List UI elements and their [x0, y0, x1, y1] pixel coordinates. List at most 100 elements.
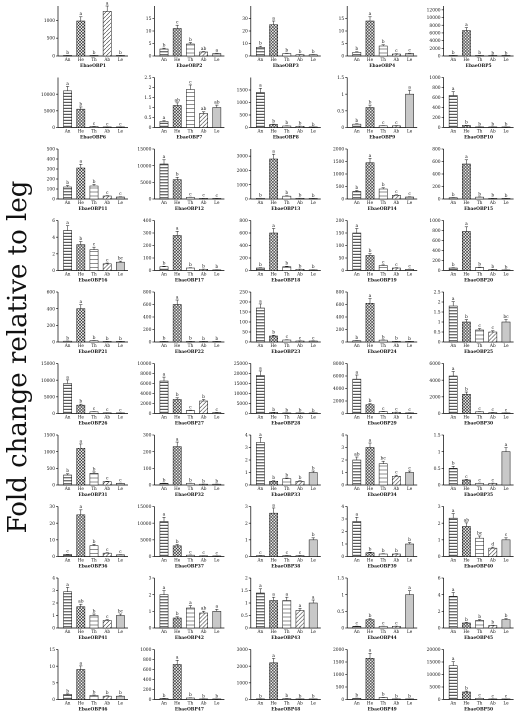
- y-tick-label: 20000: [234, 372, 248, 377]
- y-tick-label: 1500: [333, 160, 344, 165]
- significance-letter: b: [93, 336, 96, 341]
- y-tick-label: 6000: [429, 362, 440, 367]
- y-tick-label: 1500: [333, 661, 344, 666]
- chart-panel: 0 1 2 3 4 a An b He b Th b Ab b Le EbaeOBP33: [245, 433, 321, 498]
- significance-letter: a: [66, 375, 69, 380]
- y-tick-label: 50: [339, 257, 345, 262]
- gene-title: EbaeOBP16: [78, 279, 107, 284]
- y-tick-label: 600: [336, 303, 345, 308]
- significance-letter: a: [299, 604, 302, 609]
- y-tick-label: 400: [143, 316, 152, 321]
- x-tick-label: Le: [503, 343, 509, 348]
- gene-title: EbaeOBP50: [464, 708, 493, 713]
- y-tick-label: 400: [432, 106, 441, 111]
- x-tick-label: Ab: [393, 272, 400, 277]
- x-tick-label: Ab: [103, 415, 110, 420]
- chart-panel: 0 50 100 150 200 a An b He c Th c Ab c Le EbaeOBP19: [336, 219, 418, 284]
- significance-letter: b: [202, 265, 205, 270]
- significance-letter: b: [478, 615, 481, 620]
- chart-panel: 0 2 4 6 a An b He b Th b Ab b Le EbaeOBP45: [438, 577, 514, 641]
- bar: [159, 48, 169, 57]
- y-tick-label: 15000: [137, 148, 151, 153]
- chart-panel: 0 1 2 3 4 a An ab He b Th c Ab bc Le EbaeOBP41: [52, 577, 128, 641]
- x-tick-label: Ab: [296, 57, 303, 62]
- x-tick-label: Th: [380, 558, 386, 563]
- y-tick-label: 200: [143, 688, 152, 693]
- x-tick-label: An: [64, 129, 71, 134]
- bar: [269, 158, 278, 200]
- y-tick-label: 4000: [429, 379, 440, 384]
- significance-letter: b: [369, 548, 372, 553]
- x-tick-label: Le: [503, 701, 509, 706]
- bar: [116, 615, 125, 629]
- significance-letter: a: [176, 437, 179, 442]
- x-tick-label: Ab: [393, 129, 400, 134]
- y-tick-label: 0: [341, 484, 344, 489]
- y-tick-label: 0: [438, 55, 441, 60]
- gene-title: EbaeOBP38: [271, 565, 300, 570]
- x-tick-label: Ab: [200, 343, 207, 348]
- x-tick-label: Le: [311, 486, 317, 491]
- bar: [392, 626, 401, 629]
- bar: [378, 45, 388, 57]
- y-tick-label: 10000: [427, 673, 441, 678]
- y-tick-label: 1: [341, 93, 344, 98]
- x-tick-label: Ab: [103, 200, 110, 205]
- significance-letter: c: [119, 550, 122, 555]
- y-tick-label: 0: [245, 198, 248, 203]
- x-tick-label: He: [271, 701, 278, 706]
- y-tick-label: 0.5: [337, 610, 344, 615]
- x-tick-label: Le: [407, 629, 413, 634]
- significance-letter: b: [119, 51, 122, 56]
- y-tick-label: 1.5: [434, 434, 441, 439]
- significance-letter: c: [93, 122, 96, 127]
- significance-letter: c: [216, 552, 219, 557]
- gene-title: EbaeOBP9: [369, 136, 395, 141]
- y-tick-label: 0: [52, 341, 55, 346]
- bar: [448, 375, 458, 414]
- x-tick-label: Le: [503, 200, 509, 205]
- y-tick-label: 0: [52, 126, 55, 131]
- y-tick-label: 500: [239, 114, 248, 119]
- gene-title: EbaeOBP26: [78, 422, 107, 427]
- chart-grid: 05001000bAnaHebThaAbbLeEbaeOBP1051015bAn…: [41, 1, 514, 713]
- bar: [405, 196, 414, 200]
- significance-letter: a: [163, 513, 166, 518]
- y-tick-label: 3: [341, 518, 344, 523]
- y-tick-label: 0.5: [434, 331, 441, 336]
- gene-title: EbaeOBP27: [175, 422, 204, 427]
- significance-letter: a: [285, 593, 288, 598]
- y-tick-label: 0: [341, 555, 344, 560]
- significance-letter: b: [163, 44, 166, 49]
- x-tick-label: Ab: [200, 486, 207, 491]
- bar: [76, 108, 86, 128]
- x-tick-label: Le: [118, 486, 124, 491]
- bar: [89, 185, 99, 200]
- significance-letter: d: [491, 543, 494, 548]
- bar: [462, 691, 471, 700]
- y-tick-label: 0: [149, 698, 152, 703]
- bar: [392, 195, 401, 200]
- significance-letter: b: [408, 337, 411, 342]
- significance-letter: b: [299, 409, 302, 414]
- significance-letter: b: [176, 612, 179, 617]
- y-tick-label: 5000: [140, 181, 151, 186]
- chart-panel: 0 0.5 1 1.5 2 2.5 a An b He c Th c Ab bc Le EbaeOBP25: [434, 291, 514, 355]
- gene-title: EbaeOBP7: [176, 136, 202, 141]
- significance-letter: b: [202, 337, 205, 342]
- chart-panel: 0 1 2 3 4 ab An a He bc Th c Ab c Le EbaeOBP34: [341, 434, 418, 498]
- gene-title: EbaeOBP21: [78, 350, 107, 355]
- significance-letter: b: [465, 121, 468, 126]
- bar: [352, 123, 362, 128]
- bar: [76, 514, 86, 557]
- y-tick-label: 100: [143, 257, 152, 262]
- significance-letter: c: [408, 192, 411, 197]
- significance-letter: b: [299, 265, 302, 270]
- x-tick-label: Le: [214, 57, 220, 62]
- x-tick-label: He: [174, 129, 181, 134]
- y-tick-label: 15000: [427, 661, 441, 666]
- gene-title: EbaeOBP18: [271, 279, 300, 284]
- x-tick-label: Le: [503, 558, 509, 563]
